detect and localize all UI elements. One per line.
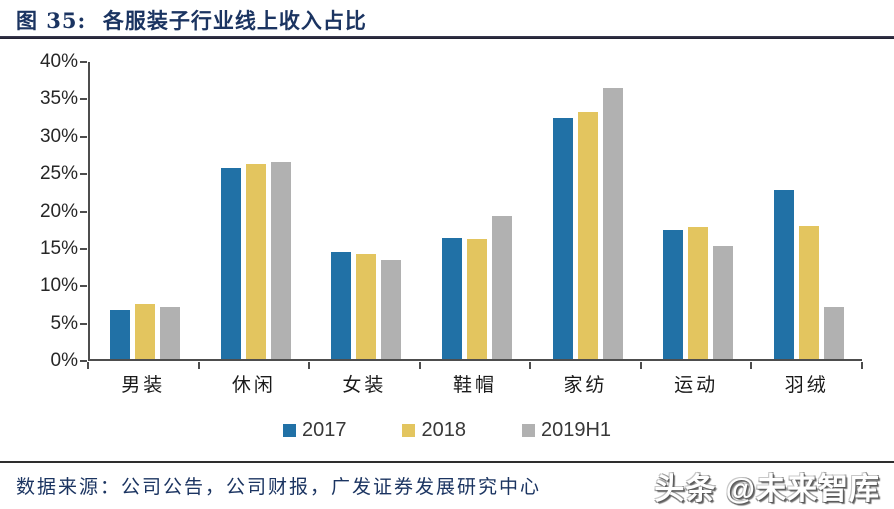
- bar-group-6: [643, 62, 754, 359]
- y-tick-label: 20%: [39, 200, 78, 222]
- bar-2018-羽绒: [798, 226, 819, 359]
- y-tick-label: 30%: [39, 125, 78, 147]
- x-axis-tick: [197, 362, 200, 369]
- figure-title: 图 35: 各服装子行业线上收入占比: [16, 8, 367, 33]
- x-category-label: 羽绒: [784, 374, 829, 396]
- bar-2017-休闲: [220, 168, 241, 359]
- bar-group-2: [201, 62, 312, 359]
- legend-entry-2019H1: 2019H1: [521, 419, 612, 442]
- legend-swatch-2019H1: [521, 424, 535, 437]
- title-underline: [0, 36, 894, 39]
- bar-2018-男装: [135, 304, 156, 359]
- bar-2019H1-鞋帽: [491, 216, 512, 359]
- footer-divider: [0, 461, 894, 463]
- y-tick-label: 5%: [50, 312, 78, 334]
- bar-group-4: [422, 62, 533, 359]
- y-tick-label: 25%: [39, 163, 78, 185]
- y-tick-label: 0%: [50, 350, 78, 371]
- bar-group-7: [753, 62, 864, 359]
- y-axis-tick: [80, 247, 87, 250]
- chart-legend: 2017 2018 2019H1: [0, 419, 894, 442]
- legend-swatch-2018: [402, 424, 416, 437]
- x-category-label: 家纺: [563, 374, 608, 396]
- bar-2019H1-家纺: [602, 88, 623, 359]
- y-axis-tick: [80, 173, 87, 176]
- legend-entry-2017: 2017: [282, 419, 347, 442]
- x-axis-tick: [418, 362, 421, 369]
- bar-2019H1-休闲: [270, 162, 291, 359]
- legend-swatch-2017: [282, 424, 296, 437]
- legend-entry-2018: 2018: [402, 419, 466, 442]
- bar-2019H1-男装: [160, 307, 181, 359]
- x-axis-tick: [308, 362, 311, 369]
- bar-2019H1-运动: [713, 246, 734, 359]
- x-category-label: 女装: [342, 374, 387, 396]
- x-axis-tick: [750, 362, 753, 369]
- y-axis-tick: [80, 61, 87, 63]
- bar-2017-鞋帽: [441, 238, 462, 359]
- y-axis-tick: [80, 98, 87, 101]
- bar-2017-家纺: [552, 118, 573, 359]
- x-category-label: 休闲: [231, 374, 276, 396]
- y-tick-label: 40%: [39, 51, 78, 72]
- bar-2019H1-羽绒: [823, 307, 844, 359]
- x-category-label: 运动: [674, 374, 719, 396]
- x-axis-tick: [639, 362, 642, 369]
- x-category-label: 鞋帽: [452, 374, 497, 396]
- y-axis-tick: [80, 285, 87, 288]
- y-tick-label: 10%: [39, 275, 78, 297]
- y-axis-tick: [80, 210, 87, 213]
- watermark-text: 头条 @未来智库: [654, 473, 880, 506]
- y-axis-tick: [80, 135, 87, 138]
- bar-group-5: [532, 62, 643, 359]
- bar-2018-女装: [356, 254, 377, 359]
- bar-2017-运动: [663, 230, 684, 359]
- bar-2017-男装: [110, 310, 131, 359]
- bar-group-3: [311, 62, 422, 359]
- bar-2018-休闲: [245, 164, 266, 359]
- x-axis-tick: [87, 362, 89, 369]
- legend-label-2018: 2018: [421, 419, 466, 441]
- bar-2017-女装: [331, 252, 352, 359]
- x-category-label: 男装: [121, 374, 166, 396]
- bar-group-1: [90, 62, 201, 359]
- plot-area: [88, 62, 862, 361]
- bar-2018-鞋帽: [466, 239, 487, 359]
- x-axis-tick: [861, 362, 863, 369]
- y-tick-label: 35%: [39, 88, 78, 110]
- x-axis-tick: [529, 362, 532, 369]
- y-axis-tick: [80, 322, 87, 325]
- bar-2017-羽绒: [773, 190, 794, 359]
- legend-label-2019H1: 2019H1: [540, 419, 612, 441]
- y-tick-label: 15%: [39, 237, 78, 259]
- bar-2018-家纺: [577, 112, 598, 359]
- bar-2018-运动: [688, 227, 709, 359]
- data-source-text: 数据来源：公司公告，公司财报，广发证券发展研究中心: [16, 476, 542, 498]
- bar-2019H1-女装: [381, 260, 402, 359]
- legend-label-2017: 2017: [301, 419, 347, 441]
- y-axis-tick: [80, 360, 87, 362]
